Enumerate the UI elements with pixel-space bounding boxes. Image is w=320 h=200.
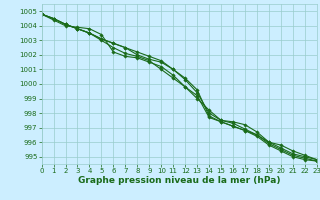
X-axis label: Graphe pression niveau de la mer (hPa): Graphe pression niveau de la mer (hPa) (78, 176, 280, 185)
